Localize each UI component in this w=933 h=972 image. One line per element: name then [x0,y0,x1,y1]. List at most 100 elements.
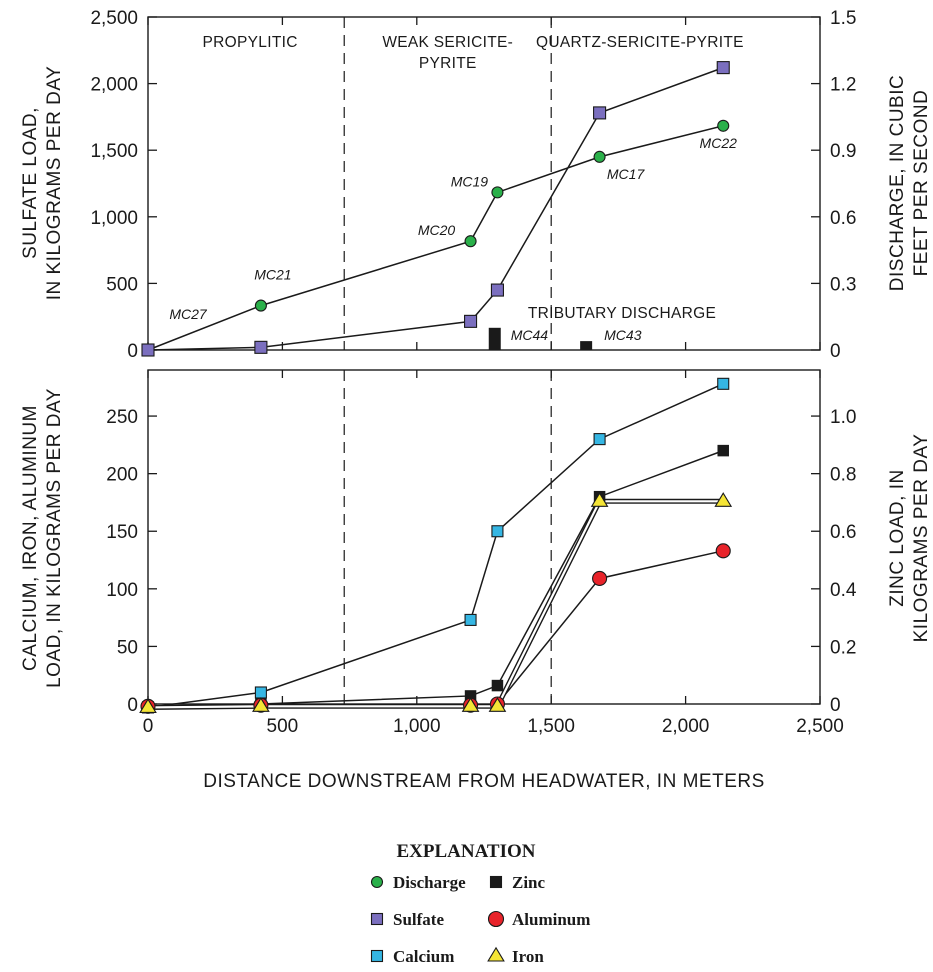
bottom-left-axis-title: CALCIUM, IRON, ALUMINUM LOAD, IN KILOGRA… [20,388,65,688]
bottom-left-tick-label-1: 50 [117,637,138,658]
top-left-axis-title-line2: IN KILOGRAMS PER DAY [44,66,65,301]
x-axis-title: DISTANCE DOWNSTREAM FROM HEADWATER, IN M… [203,771,765,792]
x-tick-label-2: 1,000 [393,716,441,737]
x-tick-label-0: 0 [143,716,154,737]
bottom-zinc-point-3 [491,679,504,692]
top-sulfate-point-3 [490,283,504,297]
top-sulfate-point-4 [593,106,607,120]
zone-label-0-line-0: PROPYLITIC [203,34,298,51]
site-label-mc44: MC44 [511,327,549,343]
top-zone-labels: PROPYLITIC WEAK SERICITE- PYRITE QUARTZ-SER… [203,34,744,72]
bottom-zone-boundaries [343,370,552,704]
top-right-tick-label-5: 1.5 [830,8,856,29]
bottom-zinc-point-5 [717,444,729,457]
top-series [141,61,730,357]
legend-marker-iron [487,946,505,962]
legend-marker-aluminum [487,910,505,928]
bottom-aluminum-point-4 [592,570,608,587]
bottom-calcium-point-5 [717,377,730,390]
legend-label-sulfate: Sulfate [393,910,444,929]
bottom-left-tick-label-3: 150 [106,522,138,543]
site-label-mc19: MC19 [451,173,489,189]
bottom-iron-line [147,500,724,709]
bottom-iron-point-4 [590,492,609,507]
legend-marker-calcium [370,949,384,963]
top-axis-ticks: 0 500 1,000 1,500 2,000 2,500 0 0.3 0.6 0.9 1.2 1.5 [90,8,856,362]
top-discharge-point-4 [593,150,606,163]
bottom-iron-point-5 [714,492,733,507]
bottom-right-tick-label-3: 0.6 [830,522,856,543]
legend-marker-sulfate [370,912,384,926]
top-sulfate-point-2 [464,314,478,328]
top-right-axis-title-line2: FEET PER SECOND [911,90,932,277]
top-left-tick-label-3: 1,500 [90,141,138,162]
top-sulfate-point-1 [254,340,268,354]
legend: EXPLANATION Discharge Sulfate Calcium Zinc A… [370,841,590,966]
zone-label-2-line-0: QUARTZ-SERICITE-PYRITE [536,34,744,51]
bottom-calcium-point-1 [254,686,267,699]
top-annotations: MC27 MC21 MC20 MC19 MC17 MC22 MC44 MC43 [169,135,737,343]
top-zone-boundaries [343,17,552,350]
legend-label-discharge: Discharge [393,873,466,892]
bottom-series [139,377,733,714]
bottom-left-tick-label-0: 0 [127,695,138,716]
bottom-right-axis-title-line1: ZINC LOAD, IN [887,469,908,606]
bottom-right-axis-title-line2: KILOGRAMS PER DAY [911,434,932,643]
x-tick-label-1: 500 [267,716,299,737]
bottom-aluminum-line [147,550,724,708]
top-left-axis-title-line1: SULFATE LOAD, [20,107,41,259]
top-right-axis-title: DISCHARGE, IN CUBIC FEET PER SECOND [887,75,932,291]
tributary-label: TRIBUTARY DISCHARGE [528,305,716,322]
top-right-tick-label-3: 0.9 [830,141,856,162]
bottom-iron-point-1 [252,697,270,712]
site-label-mc21: MC21 [254,267,291,283]
bottom-right-tick-label-0: 0 [830,695,841,716]
bottom-panel: 0 50 100 150 200 250 0 0.2 0.4 0.6 0.8 1.0 0 500 1,000… [106,369,857,737]
bottom-right-tick-label-4: 0.8 [830,465,856,486]
zone-label-1-line-1: PYRITE [419,55,477,72]
site-label-mc43: MC43 [604,327,642,343]
bottom-left-tick-label-4: 200 [106,465,138,486]
site-label-mc17: MC17 [607,166,646,182]
top-left-tick-label-1: 500 [106,274,138,295]
bottom-zinc-line [147,449,724,708]
site-label-mc22: MC22 [700,135,738,151]
bottom-left-axis-title-line1: CALCIUM, IRON, ALUMINUM [20,405,41,671]
bottom-panel-frame [147,369,821,705]
top-tributary-discharge-bar-1 [580,341,593,350]
top-sulfate-point-0 [141,343,155,357]
top-discharge-point-5 [717,119,730,132]
legend-label-calcium: Calcium [393,947,454,966]
bottom-left-tick-label-5: 250 [106,407,138,428]
top-right-tick-label-4: 1.2 [830,75,856,96]
bottom-calcium-point-4 [593,433,606,446]
bottom-right-tick-label-5: 1.0 [830,407,856,428]
zone-label-1-line-0: WEAK SERICITE- [382,34,513,51]
top-left-axis-title: SULFATE LOAD, IN KILOGRAMS PER DAY [20,66,65,301]
bottom-right-tick-label-2: 0.4 [830,580,857,601]
bottom-right-tick-label-1: 0.2 [830,637,856,658]
top-right-tick-label-2: 0.6 [830,208,856,229]
top-left-tick-label-2: 1,000 [90,208,138,229]
bottom-iron-point-0 [139,698,157,713]
top-right-tick-label-1: 0.3 [830,274,856,295]
site-label-mc20: MC20 [418,222,456,238]
bottom-right-axis-title: ZINC LOAD, IN KILOGRAMS PER DAY [887,434,932,643]
x-tick-label-5: 2,500 [796,716,844,737]
bottom-left-axis-title-line2: LOAD, IN KILOGRAMS PER DAY [44,388,65,688]
bottom-axis-ticks: 0 50 100 150 200 250 0 0.2 0.4 0.6 0.8 1.0 0 500 1,000… [106,370,857,737]
top-left-tick-label-4: 2,000 [90,75,138,96]
x-tick-label-4: 2,000 [662,716,710,737]
bottom-left-tick-label-2: 100 [106,580,138,601]
legend-label-zinc: Zinc [512,873,546,892]
legend-title: EXPLANATION [397,841,536,862]
site-label-mc27: MC27 [169,306,208,322]
top-panel-frame [147,16,821,351]
bottom-calcium-point-3 [491,525,504,538]
top-left-tick-label-0: 0 [127,341,138,362]
legend-marker-discharge [370,875,384,889]
bottom-aluminum-point-5 [715,543,731,559]
bottom-calcium-point-2 [464,613,477,626]
top-discharge-point-3 [491,186,504,199]
